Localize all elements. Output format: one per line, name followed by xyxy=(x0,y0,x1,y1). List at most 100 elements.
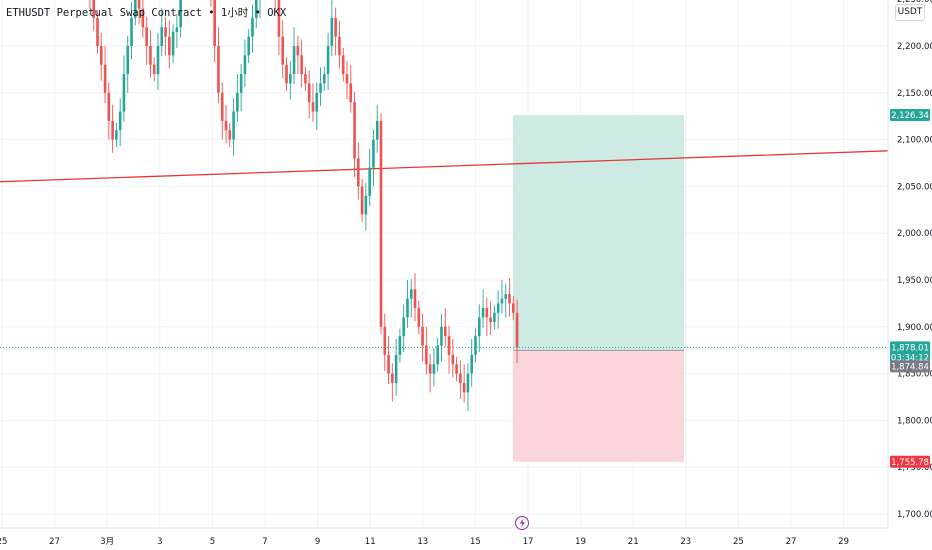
symbol-title: ETHUSDT Perpetual Swap Contract • 1小时 • … xyxy=(6,7,287,19)
candle-body xyxy=(477,317,481,337)
candle-body xyxy=(334,17,337,37)
candle-body xyxy=(432,364,436,374)
candle-body xyxy=(213,0,216,46)
candle-body xyxy=(115,130,118,140)
candle-body xyxy=(243,55,247,75)
target-zone[interactable] xyxy=(513,114,684,351)
candle-body xyxy=(254,0,258,18)
y-tick-label: 1,750.00 xyxy=(897,463,932,473)
candle-body xyxy=(496,303,500,313)
candle-body xyxy=(338,36,341,56)
current-price-tag xyxy=(890,341,930,364)
x-tick-label: 7 xyxy=(262,537,267,547)
candle-body xyxy=(145,27,148,46)
candle-body xyxy=(179,0,182,28)
candle-body xyxy=(421,326,424,346)
time-axis[interactable]: 25 27 3月 3 5 7 9 11 13 15 17 19 21 23 25 27 29 xyxy=(0,537,849,547)
candle-body xyxy=(368,167,371,196)
candle-body xyxy=(224,120,228,131)
current-price-label: 1,878.01 xyxy=(891,343,929,353)
candle-body xyxy=(232,111,235,140)
candle-body xyxy=(304,74,307,84)
candle-body xyxy=(466,373,470,393)
candle-body xyxy=(171,31,175,56)
candle-body xyxy=(413,289,417,309)
candle-body xyxy=(383,326,387,355)
stop-price-label: 1,755.78 xyxy=(891,458,929,468)
candle-body xyxy=(319,83,322,93)
candle-body xyxy=(122,74,126,112)
y-tick-label: 1,900.00 xyxy=(897,323,932,333)
candle-body xyxy=(470,354,474,374)
y-tick-label: 2,050.00 xyxy=(897,182,932,192)
candle-body xyxy=(425,345,428,365)
price-axis[interactable]: 1,700.00 1,750.00 1,800.00 1,850.00 1,900.00… xyxy=(897,0,932,520)
candle-body xyxy=(330,17,334,46)
y-tick-label: 2,000.00 xyxy=(897,229,932,239)
candle-body xyxy=(375,120,379,140)
candle-body xyxy=(455,364,458,374)
candle-body xyxy=(394,354,398,383)
y-tick-label: 1,950.00 xyxy=(897,276,932,286)
candle-body xyxy=(236,92,239,112)
x-tick-label: 3月 xyxy=(100,537,114,547)
target-price-tag xyxy=(890,108,930,121)
candle-body xyxy=(474,336,477,355)
candle-body xyxy=(307,83,311,103)
candle-body xyxy=(130,17,133,46)
candle-body xyxy=(99,46,103,65)
candle-body xyxy=(247,36,250,56)
candle-body xyxy=(296,46,300,56)
candle-body xyxy=(391,373,394,383)
x-tick-label: 27 xyxy=(49,537,60,547)
candle-body xyxy=(443,326,447,337)
candle-body xyxy=(447,336,451,355)
candle-body xyxy=(134,0,137,18)
y-tick-label: 1,700.00 xyxy=(897,510,932,520)
candle-body xyxy=(311,102,315,112)
candle-body xyxy=(508,294,511,304)
x-tick-label: 27 xyxy=(786,537,797,547)
candle-body xyxy=(398,336,402,355)
y-tick-label: 2,100.00 xyxy=(897,136,932,146)
x-tick-label: 19 xyxy=(575,537,586,547)
currency-button[interactable]: USDT xyxy=(895,4,925,21)
candle-body xyxy=(92,0,96,18)
candle-body xyxy=(417,308,421,327)
candle-body xyxy=(493,312,496,323)
candles xyxy=(89,0,519,412)
candle-body xyxy=(428,364,432,374)
candle-body xyxy=(372,139,375,168)
candle-body xyxy=(357,158,360,187)
candle-body xyxy=(118,111,122,131)
stop-zone[interactable] xyxy=(513,350,684,462)
trendline[interactable] xyxy=(0,150,889,183)
grid xyxy=(0,0,888,528)
candle-body xyxy=(504,294,508,299)
x-tick-label: 3 xyxy=(157,537,162,547)
candle-body xyxy=(315,92,319,112)
candle-body xyxy=(277,0,281,37)
candle-body xyxy=(353,102,356,159)
candle-body xyxy=(379,120,383,327)
candle-body xyxy=(149,46,152,65)
x-tick-label: 21 xyxy=(628,537,639,547)
entry-price-tag xyxy=(890,360,930,373)
candle-body xyxy=(323,74,326,84)
position-zones[interactable] xyxy=(513,114,684,462)
candle-body xyxy=(409,289,413,299)
candle-body xyxy=(168,36,171,56)
candle-body xyxy=(440,326,443,346)
x-tick-label: 5 xyxy=(210,537,215,547)
candle-body xyxy=(485,308,489,318)
candle-body xyxy=(160,27,164,46)
candle-body xyxy=(156,46,160,75)
lightning-icon[interactable] xyxy=(515,516,529,530)
entry-price-label: 1,874.84 xyxy=(891,362,929,372)
candle-body xyxy=(228,130,232,140)
candle-body xyxy=(451,354,455,365)
candle-body xyxy=(152,64,156,75)
candle-body xyxy=(107,92,111,121)
